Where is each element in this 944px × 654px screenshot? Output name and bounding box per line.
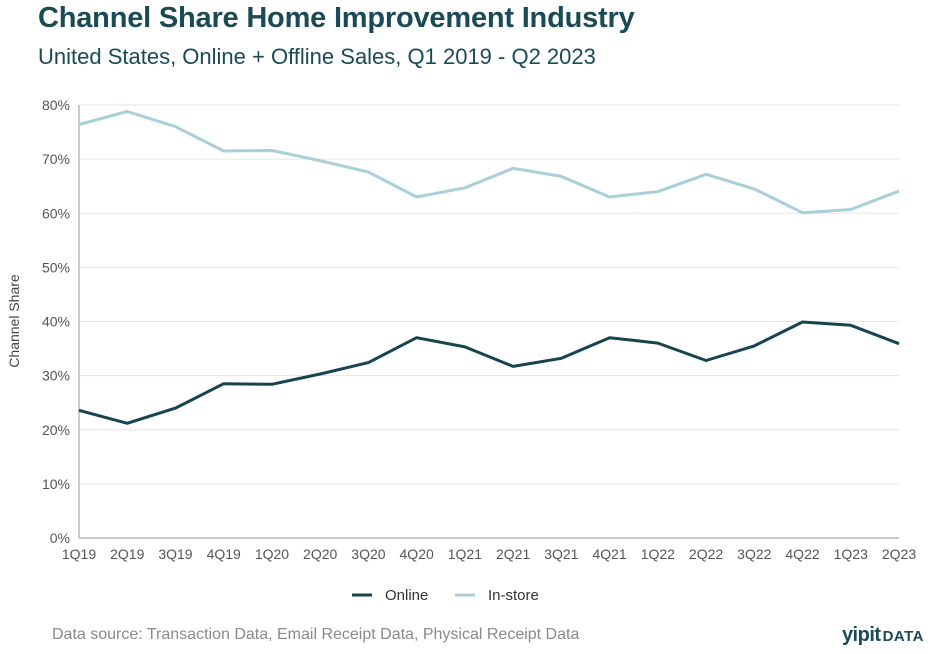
- y-tick-label: 40%: [42, 314, 70, 330]
- series-line-online: [78, 320, 900, 425]
- grid-lines: [79, 104, 899, 485]
- x-tick-label: 4Q19: [207, 546, 241, 562]
- x-tick-label: 3Q22: [737, 546, 771, 562]
- y-tick-label: 80%: [42, 97, 70, 113]
- x-tick-label: 4Q22: [785, 546, 819, 562]
- brand-suffix: DATA: [882, 628, 924, 645]
- legend-label-instore: In-store: [488, 587, 539, 604]
- x-tick-label: 3Q19: [158, 546, 192, 562]
- x-tick-label: 2Q19: [110, 546, 144, 562]
- x-tick-label: 2Q21: [496, 546, 530, 562]
- legend: Online In-store: [352, 587, 539, 604]
- x-tick-label: 1Q21: [448, 546, 482, 562]
- y-tick-label: 70%: [42, 151, 70, 167]
- chart-subtitle: United States, Online + Offline Sales, Q…: [38, 44, 596, 69]
- brand-logo: yipit DATA: [842, 624, 924, 647]
- x-tick-label: 2Q23: [882, 546, 916, 562]
- y-tick-label: 0%: [50, 530, 70, 546]
- series-lines: [78, 110, 900, 425]
- x-tick-label: 1Q19: [62, 546, 96, 562]
- y-tick-label: 10%: [42, 476, 70, 492]
- y-tick-label: 20%: [42, 422, 70, 438]
- brand-name: yipit: [841, 624, 881, 646]
- y-axis-label: Channel Share: [6, 274, 22, 368]
- x-tick-label: 4Q20: [400, 546, 434, 562]
- x-tick-label: 1Q22: [641, 546, 675, 562]
- x-tick-label: 3Q21: [544, 546, 578, 562]
- data-source-note: Data source: Transaction Data, Email Rec…: [52, 626, 580, 643]
- chart-title: Channel Share Home Improvement Industry: [38, 2, 635, 34]
- x-tick-label: 1Q23: [834, 546, 868, 562]
- y-tick-labels: 0% 10% 20% 30% 40% 50% 60% 70% 80%: [42, 97, 70, 546]
- x-tick-label: 1Q20: [255, 546, 289, 562]
- y-tick-label: 50%: [42, 259, 70, 275]
- y-tick-label: 30%: [42, 368, 70, 384]
- series-line-instore: [78, 110, 900, 215]
- legend-label-online: Online: [385, 587, 428, 604]
- x-tick-label: 2Q20: [303, 546, 337, 562]
- x-tick-labels: 1Q19 2Q19 3Q19 4Q19 1Q20 2Q20 3Q20 4Q20 1Q21 2Q21…: [62, 546, 916, 562]
- x-tick-label: 4Q21: [592, 546, 626, 562]
- x-tick-label: 3Q20: [351, 546, 385, 562]
- x-tick-label: 2Q22: [689, 546, 723, 562]
- y-tick-label: 60%: [42, 205, 70, 221]
